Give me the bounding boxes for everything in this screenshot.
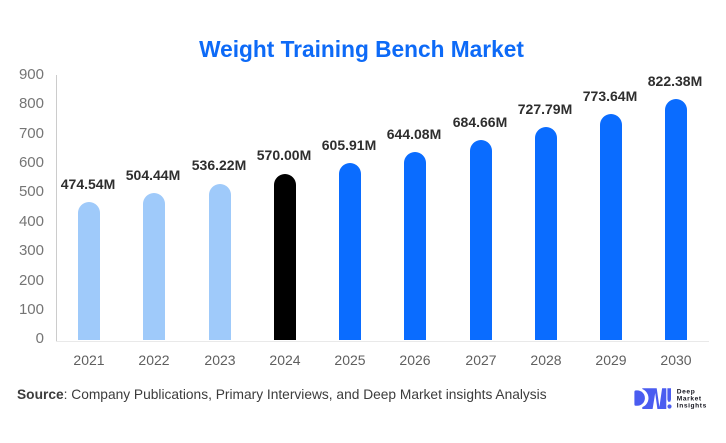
svg-text:Deep: Deep [677, 388, 696, 395]
svg-text:Insights: Insights [677, 402, 707, 409]
svg-text:Market: Market [677, 395, 702, 402]
